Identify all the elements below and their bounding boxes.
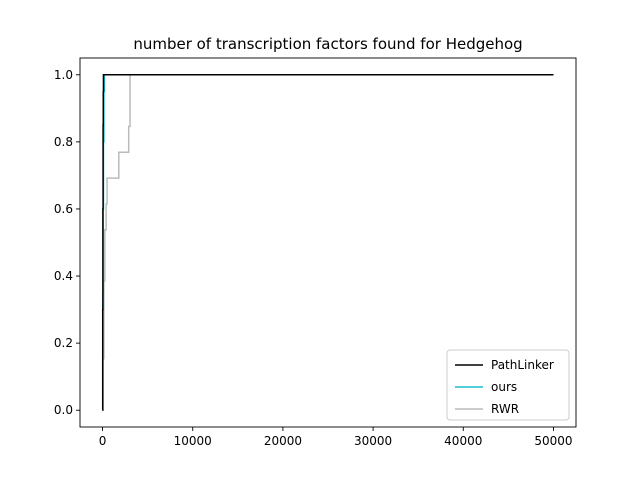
y-tick-label: 0.6: [54, 202, 73, 216]
x-axis: 0 10000 20000 30000 40000 50000: [99, 427, 573, 448]
x-tick-label: 10000: [174, 434, 212, 448]
x-tick-label: 40000: [444, 434, 482, 448]
legend-label-pathlinker: PathLinker: [491, 358, 554, 372]
x-tick-label: 30000: [354, 434, 392, 448]
x-tick-label: 50000: [534, 434, 572, 448]
y-tick-label: 0.8: [54, 135, 73, 149]
legend: PathLinker ours RWR: [446, 349, 570, 421]
y-tick-label: 0.4: [54, 269, 73, 283]
legend-box: [446, 349, 570, 421]
chart-title: number of transcription factors found fo…: [133, 35, 522, 53]
series-line-pathlinker: [101, 74, 554, 411]
y-tick-label: 1.0: [54, 68, 73, 82]
y-tick-label: 0.0: [54, 403, 73, 417]
y-axis: 0.0 0.2 0.4 0.6 0.8 1.0: [54, 68, 80, 417]
x-tick-label: 0: [99, 434, 107, 448]
y-tick-label: 0.2: [54, 336, 73, 350]
x-tick-label: 20000: [264, 434, 302, 448]
legend-label-ours: ours: [491, 380, 517, 394]
plot-border: [79, 57, 577, 428]
legend-label-rwr: RWR: [491, 402, 519, 416]
series-layer: [101, 74, 554, 411]
series-line-rwr: [102, 74, 554, 411]
